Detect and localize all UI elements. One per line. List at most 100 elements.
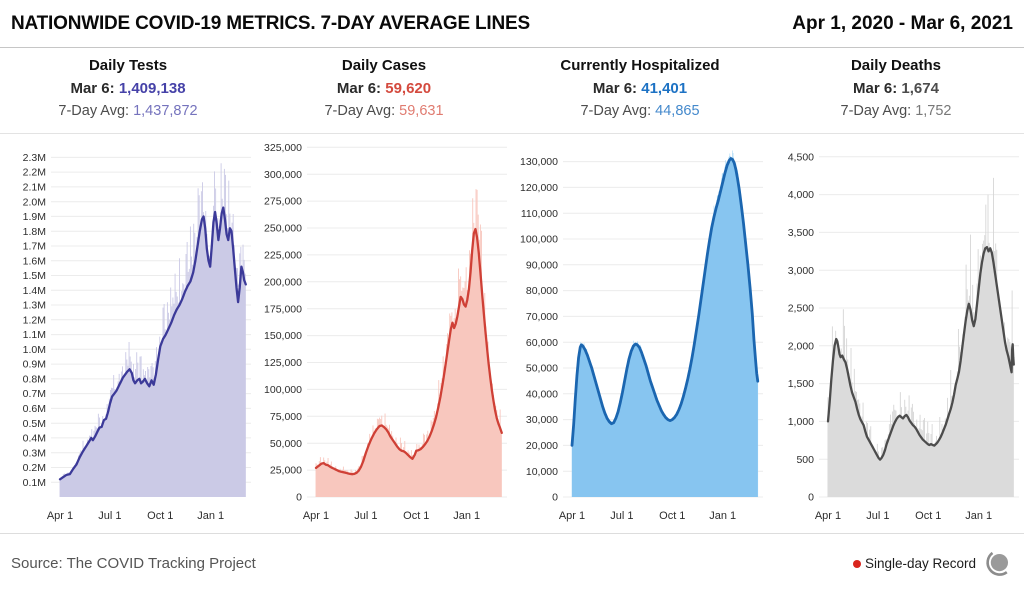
avg-value: 59,631 [399, 103, 444, 119]
svg-text:4,500: 4,500 [788, 151, 814, 163]
chart-title: Daily Deaths [850, 57, 942, 74]
svg-text:125,000: 125,000 [264, 357, 302, 369]
svg-text:3,500: 3,500 [788, 227, 814, 239]
svg-text:120,000: 120,000 [520, 182, 558, 194]
avg-value: 44,865 [655, 103, 700, 119]
covid-tracking-project-logo [986, 551, 1008, 576]
daily-cases-area-fill [316, 229, 502, 497]
avg-value-line: 7-Day Avg: 44,865 [512, 100, 768, 122]
svg-text:0.8M: 0.8M [23, 374, 46, 386]
svg-text:100,000: 100,000 [264, 384, 302, 396]
svg-text:2.3M: 2.3M [23, 152, 46, 164]
svg-text:200,000: 200,000 [264, 276, 302, 288]
latest-value-line: Mar 6: 1,674 [768, 77, 1024, 100]
svg-text:0.1M: 0.1M [23, 477, 46, 489]
svg-text:100,000: 100,000 [520, 234, 558, 246]
page-title: NATIONWIDE COVID-19 METRICS. 7-DAY AVERA… [11, 12, 530, 34]
latest-value-line: Mar 6: 1,409,138 [0, 77, 256, 100]
chart-panel-daily-tests: 0.1M 0.2M 0.3M 0.4M 0.5M 0.6M 0.7M 0.8M 0.9M 1.0M… [0, 134, 256, 532]
svg-text:1.3M: 1.3M [23, 300, 46, 312]
svg-text:1.4M: 1.4M [23, 285, 46, 297]
svg-text:20,000: 20,000 [526, 440, 558, 452]
latest-value: 59,620 [385, 80, 432, 97]
date-label: Mar 6: [853, 80, 898, 97]
legend-label: Single-day Record [864, 556, 976, 571]
avg-value-line: 7-Day Avg: 59,631 [256, 100, 512, 122]
svg-text:0.7M: 0.7M [23, 388, 46, 400]
svg-text:225,000: 225,000 [264, 250, 302, 262]
svg-text:50,000: 50,000 [526, 363, 558, 375]
date-label: Mar 6: [336, 80, 382, 97]
avg-value-line: 7-Day Avg: 1,752 [768, 100, 1024, 122]
stats-currently-hospitalized: Currently Hospitalized Mar 6: 41,401 7-D… [512, 48, 768, 133]
svg-text:300,000: 300,000 [264, 169, 302, 181]
svg-text:Jan 1: Jan 1 [709, 510, 736, 522]
svg-text:Jan 1: Jan 1 [965, 510, 992, 522]
svg-text:Oct 1: Oct 1 [147, 510, 173, 522]
svg-text:Apr 1: Apr 1 [303, 510, 329, 522]
svg-text:1.0M: 1.0M [23, 344, 46, 356]
footer-right: Single-day Record [852, 549, 1013, 579]
svg-text:110,000: 110,000 [521, 208, 558, 220]
avg-label: 7-Day Avg: [840, 103, 912, 119]
svg-text:40,000: 40,000 [526, 388, 558, 400]
currently-hospitalized-chart: 0 10,000 20,000 30,000 40,000 50,000 60,000 70,… [520, 150, 763, 522]
header: NATIONWIDE COVID-19 METRICS. 7-DAY AVERA… [0, 0, 1024, 48]
avg-value: 1,437,872 [133, 103, 198, 119]
daily-deaths-avg-line [826, 245, 1015, 461]
svg-text:1.2M: 1.2M [23, 314, 46, 326]
svg-text:2.1M: 2.1M [23, 182, 46, 194]
svg-text:0: 0 [808, 492, 814, 504]
daily-cases-avg-line [314, 227, 503, 476]
avg-value: 1,752 [915, 103, 952, 119]
svg-text:150,000: 150,000 [264, 330, 302, 342]
svg-text:Jul 1: Jul 1 [866, 510, 889, 522]
svg-text:Oct 1: Oct 1 [403, 510, 429, 522]
currently-hospitalized-area-fill [572, 158, 758, 497]
svg-text:Apr 1: Apr 1 [47, 510, 73, 522]
svg-text:Jan 1: Jan 1 [197, 510, 224, 522]
latest-value: 1,674 [901, 80, 939, 97]
avg-label: 7-Day Avg: [580, 103, 652, 119]
svg-text:0.9M: 0.9M [23, 359, 46, 371]
avg-label: 7-Day Avg: [58, 103, 130, 119]
svg-text:50,000: 50,000 [270, 438, 302, 450]
avg-label: 7-Day Avg: [324, 103, 396, 119]
currently-hospitalized-avg-line [570, 157, 760, 447]
svg-text:0.4M: 0.4M [23, 433, 46, 445]
svg-text:500: 500 [796, 454, 814, 466]
latest-value-line: Mar 6: 41,401 [512, 77, 768, 100]
chart-panel-daily-cases: 0 25,000 50,000 75,000 100,000 125,000 150,000… [256, 134, 512, 532]
source-credit: Source: The COVID Tracking Project [11, 555, 256, 572]
latest-value: 1,409,138 [118, 80, 186, 97]
svg-text:Jul 1: Jul 1 [610, 510, 633, 522]
svg-text:1.9M: 1.9M [23, 211, 46, 223]
svg-text:3,000: 3,000 [788, 265, 814, 277]
date-label: Mar 6: [592, 80, 638, 97]
svg-text:Oct 1: Oct 1 [659, 510, 685, 522]
svg-text:2,500: 2,500 [788, 303, 814, 315]
record-dot-icon [852, 559, 861, 568]
svg-text:0.2M: 0.2M [23, 462, 46, 474]
svg-text:0: 0 [552, 492, 558, 504]
daily-deaths-area-fill [828, 247, 1014, 497]
single-day-record-legend: Single-day Record [852, 556, 976, 571]
daily-cases-chart: 0 25,000 50,000 75,000 100,000 125,000 150,000… [264, 142, 507, 522]
svg-text:325,000: 325,000 [264, 142, 302, 154]
svg-text:Jul 1: Jul 1 [354, 510, 377, 522]
svg-text:1.6M: 1.6M [23, 255, 46, 267]
svg-text:70,000: 70,000 [526, 311, 558, 323]
svg-text:275,000: 275,000 [264, 196, 302, 208]
svg-text:2,000: 2,000 [788, 340, 814, 352]
svg-text:80,000: 80,000 [526, 285, 558, 297]
svg-text:4,000: 4,000 [788, 189, 814, 201]
avg-value-line: 7-Day Avg: 1,437,872 [0, 100, 256, 122]
svg-text:250,000: 250,000 [264, 223, 302, 235]
svg-text:Apr 1: Apr 1 [815, 510, 841, 522]
svg-text:25,000: 25,000 [270, 465, 302, 477]
svg-text:1.8M: 1.8M [23, 226, 46, 238]
svg-text:130,000: 130,000 [520, 156, 558, 168]
svg-text:Oct 1: Oct 1 [915, 510, 941, 522]
charts-row: 0.1M 0.2M 0.3M 0.4M 0.5M 0.6M 0.7M 0.8M 0.9M 1.0M… [0, 134, 1024, 533]
